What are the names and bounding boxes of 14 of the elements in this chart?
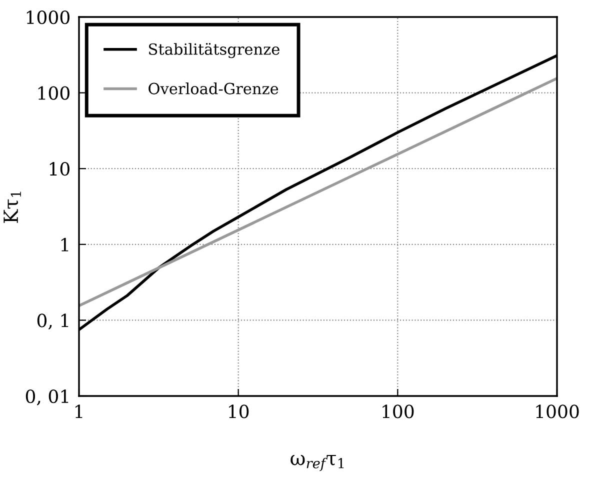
y-tick-label: 0, 01 <box>26 389 68 406</box>
x-tick-label: 100 <box>382 404 414 418</box>
x-tick-label: 1000 <box>536 404 579 418</box>
x-tick-label: 1 <box>75 404 82 418</box>
legend-label: Overload-Grenze <box>148 82 278 94</box>
x-axis-title: ω$_{ref}$τ$_{1}$ <box>290 455 344 471</box>
y-tick-label: 0, 1 <box>37 314 68 330</box>
legend-label: Stabilitätsgrenze <box>149 42 280 58</box>
y-tick-label: 10 <box>50 162 70 176</box>
y-tick-label: 1000 <box>26 10 70 24</box>
x-tick-label: 10 <box>229 404 249 418</box>
y-axis-title: Kτ$_{1}$ <box>4 192 21 223</box>
y-tick-label: 100 <box>38 86 70 100</box>
y-tick-label: 1 <box>61 238 68 252</box>
